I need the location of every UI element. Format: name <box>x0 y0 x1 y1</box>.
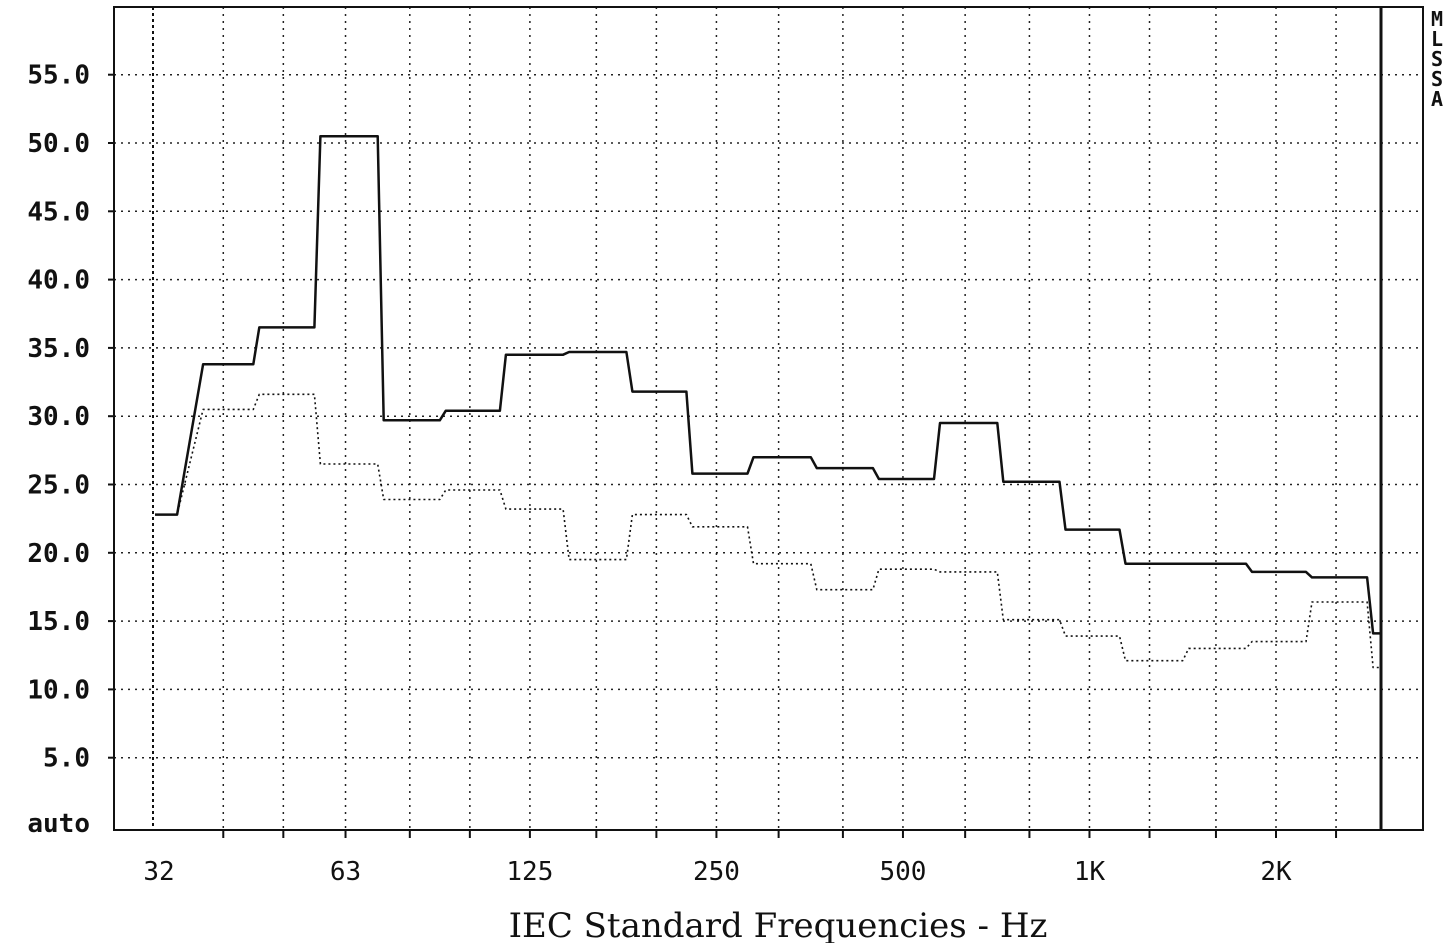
x-tick-label: 2K <box>1260 857 1292 887</box>
y-tick-label: 15.0 <box>27 607 90 637</box>
x-tick-labels: 32 63 125 250 500 1K 2K <box>143 830 1338 887</box>
x-axis-label: IEC Standard Frequencies - Hz <box>509 906 1048 943</box>
y-tick-label: 30.0 <box>27 402 90 432</box>
x-tick-label: 1K <box>1074 857 1106 887</box>
x-tick-label: 63 <box>330 857 361 887</box>
series-layer <box>155 134 1381 669</box>
series-dotted-line <box>155 393 1381 669</box>
y-tick-label: auto <box>27 809 90 839</box>
y-tick-label: 45.0 <box>27 197 90 227</box>
y-tick-label: 20.0 <box>27 539 90 569</box>
y-tick-label: 50.0 <box>27 129 90 159</box>
x-tick-label: 500 <box>879 857 926 887</box>
x-tick-label: 250 <box>693 857 740 887</box>
y-tick-label: 5.0 <box>43 744 90 774</box>
x-tick-label: 32 <box>143 857 174 887</box>
gridlines <box>114 7 1423 830</box>
y-tick-label: 35.0 <box>27 334 90 364</box>
series-solid-line <box>155 134 1381 635</box>
y-tick-label: 25.0 <box>27 471 90 501</box>
y-tick-label: 40.0 <box>27 266 90 296</box>
y-tick-label: 10.0 <box>27 675 90 705</box>
y-tick-labels: auto 5.0 10.0 15.0 20.0 25.0 30.0 35.0 40.0 45.0 5… <box>27 61 114 839</box>
plot-frame <box>113 6 1424 831</box>
x-tick-label: 125 <box>506 857 553 887</box>
y-tick-label: 55.0 <box>27 61 90 91</box>
